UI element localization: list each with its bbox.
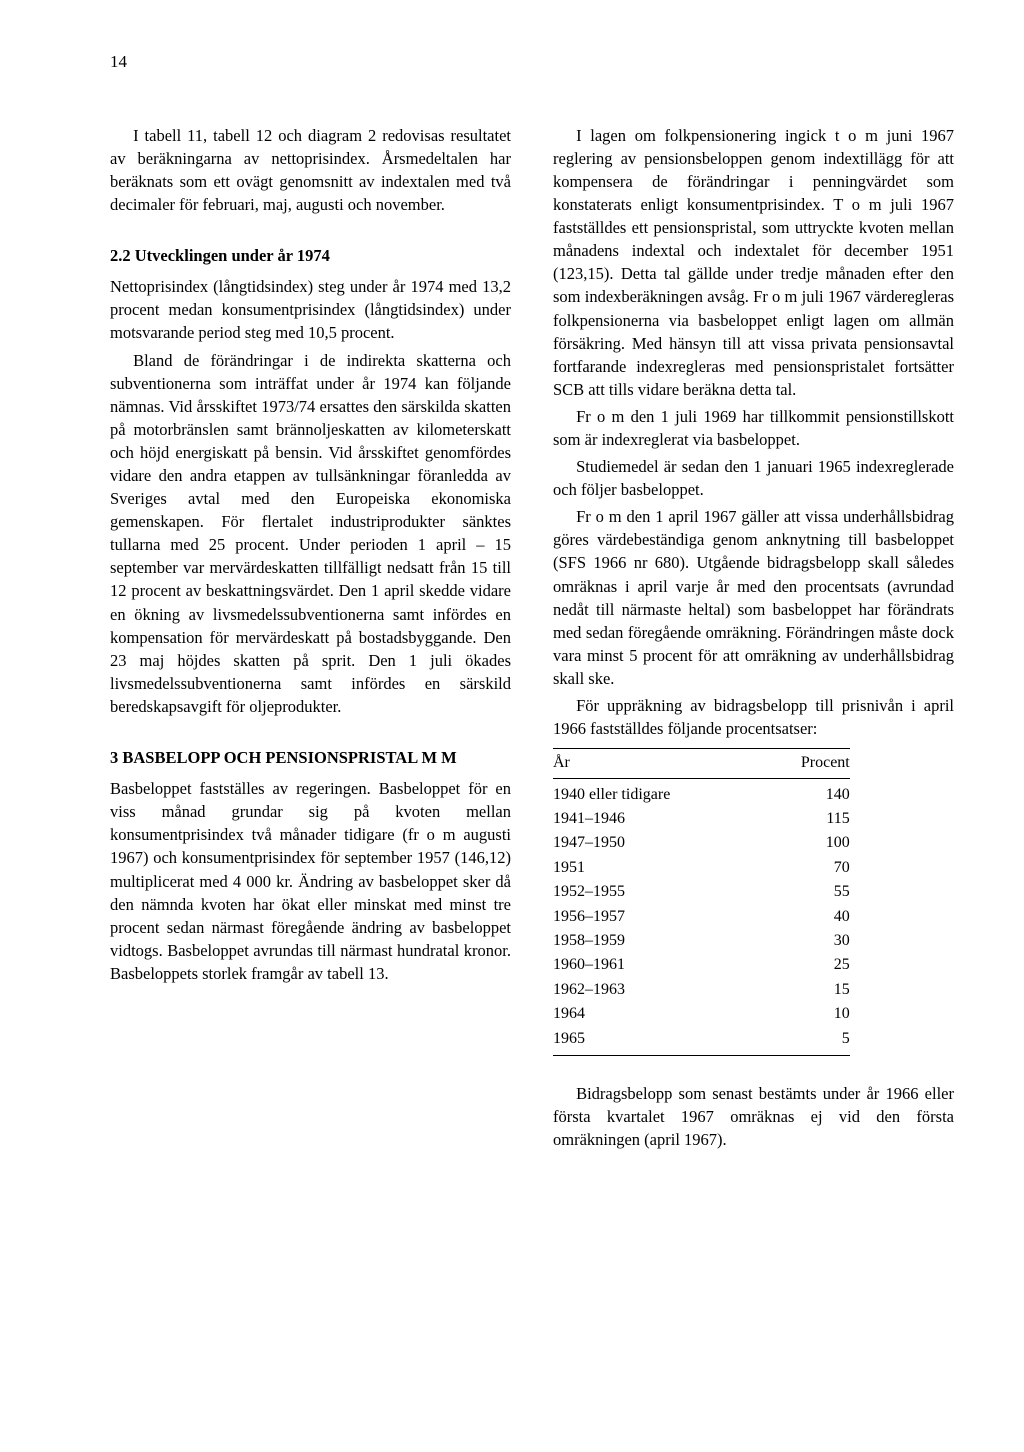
table-cell-year: 1958–1959 <box>553 929 762 953</box>
table-cell-pct: 5 <box>762 1027 849 1056</box>
table-cell-year: 1952–1955 <box>553 880 762 904</box>
table-row: 1952–195555 <box>553 880 850 904</box>
right-para-4: Fr o m den 1 april 1967 gäller att vissa… <box>553 505 954 690</box>
table-cell-year: 1940 eller tidigare <box>553 778 762 807</box>
table-cell-pct: 30 <box>762 929 849 953</box>
table-cell-year: 1960–1961 <box>553 953 762 977</box>
table-header-percent: Procent <box>762 749 849 778</box>
table-cell-pct: 100 <box>762 831 849 855</box>
page-number: 14 <box>110 50 954 74</box>
table-row: 196410 <box>553 1002 850 1026</box>
table-cell-pct: 15 <box>762 978 849 1002</box>
left-para-2: Nettoprisindex (långtidsindex) steg unde… <box>110 275 511 344</box>
table-row: 1941–1946115 <box>553 807 850 831</box>
table-cell-pct: 40 <box>762 905 849 929</box>
table-row: 1958–195930 <box>553 929 850 953</box>
right-column: I lagen om folkpensionering ingick t o m… <box>553 124 954 1155</box>
table-row: 1960–196125 <box>553 953 850 977</box>
table-cell-pct: 55 <box>762 880 849 904</box>
table-header-year: År <box>553 749 762 778</box>
table-cell-pct: 25 <box>762 953 849 977</box>
right-para-6: Bidragsbelopp som senast bestämts under … <box>553 1082 954 1151</box>
section-3-title: 3 BASBELOPP OCH PENSIONSPRISTAL M M <box>110 746 511 769</box>
table-cell-pct: 70 <box>762 856 849 880</box>
table-cell-year: 1947–1950 <box>553 831 762 855</box>
table-cell-year: 1956–1957 <box>553 905 762 929</box>
left-para-1: I tabell 11, tabell 12 och diagram 2 red… <box>110 124 511 216</box>
right-para-5: För uppräkning av bidragsbelopp till pri… <box>553 694 954 740</box>
section-2-2-title: 2.2 Utvecklingen under år 1974 <box>110 244 511 267</box>
table-cell-year: 1962–1963 <box>553 978 762 1002</box>
percent-table: År Procent 1940 eller tidigare140 1941–1… <box>553 748 850 1056</box>
left-para-3: Bland de förändringar i de indirekta ska… <box>110 349 511 719</box>
table-row: 1940 eller tidigare140 <box>553 778 850 807</box>
table-cell-year: 1941–1946 <box>553 807 762 831</box>
table-row: 1956–195740 <box>553 905 850 929</box>
table-cell-year: 1965 <box>553 1027 762 1056</box>
table-cell-pct: 140 <box>762 778 849 807</box>
table-cell-pct: 10 <box>762 1002 849 1026</box>
table-row: 19655 <box>553 1027 850 1056</box>
table-row: 1947–1950100 <box>553 831 850 855</box>
left-para-4: Basbeloppet fastställes av regeringen. B… <box>110 777 511 985</box>
table-cell-pct: 115 <box>762 807 849 831</box>
table-row: 1962–196315 <box>553 978 850 1002</box>
table-cell-year: 1964 <box>553 1002 762 1026</box>
right-para-2: Fr o m den 1 juli 1969 har tillkommit pe… <box>553 405 954 451</box>
table-row: 195170 <box>553 856 850 880</box>
right-para-1: I lagen om folkpensionering ingick t o m… <box>553 124 954 401</box>
table-cell-year: 1951 <box>553 856 762 880</box>
right-para-3: Studiemedel är sedan den 1 januari 1965 … <box>553 455 954 501</box>
two-column-layout: I tabell 11, tabell 12 och diagram 2 red… <box>110 124 954 1155</box>
left-column: I tabell 11, tabell 12 och diagram 2 red… <box>110 124 511 1155</box>
